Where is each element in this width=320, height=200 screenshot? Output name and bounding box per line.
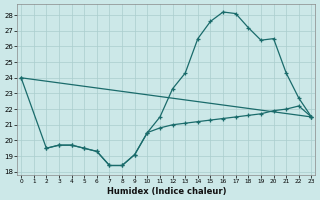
- X-axis label: Humidex (Indice chaleur): Humidex (Indice chaleur): [107, 187, 226, 196]
